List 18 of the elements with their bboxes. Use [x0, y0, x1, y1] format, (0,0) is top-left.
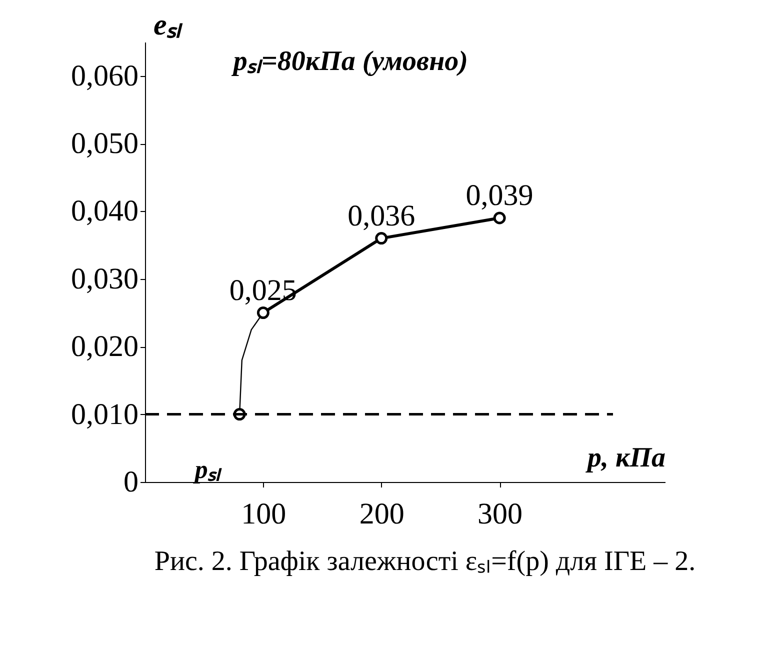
y-tick-label: 0,040: [71, 194, 138, 228]
x-tick-label: 300: [478, 498, 523, 530]
annotation: 0,025: [229, 274, 297, 307]
annotation: pₛₗ: [192, 455, 222, 484]
text: Рис. 2. Графік залежності εₛₗ=f(p) для ІГЕ – 2.: [154, 546, 696, 577]
y-axis-title: eₛₗ: [154, 8, 183, 42]
x-axis-title: p, кПа: [586, 442, 666, 474]
x-tick-label: 200: [359, 498, 404, 530]
y-tick-label: 0,050: [71, 127, 138, 160]
y-tick-label: 0,030: [71, 262, 138, 296]
y-tick-label: 0,010: [71, 398, 138, 431]
y-tick-label: 0: [124, 466, 138, 498]
y-tick-label: 0,020: [71, 330, 138, 364]
annotation: 0,036: [348, 199, 416, 232]
annotation: pₛₗ=80кПа (умовно): [231, 46, 468, 77]
x-tick-label: 100: [241, 498, 286, 530]
annotation: 0,039: [466, 179, 534, 212]
y-tick-label: 0,060: [71, 59, 138, 92]
